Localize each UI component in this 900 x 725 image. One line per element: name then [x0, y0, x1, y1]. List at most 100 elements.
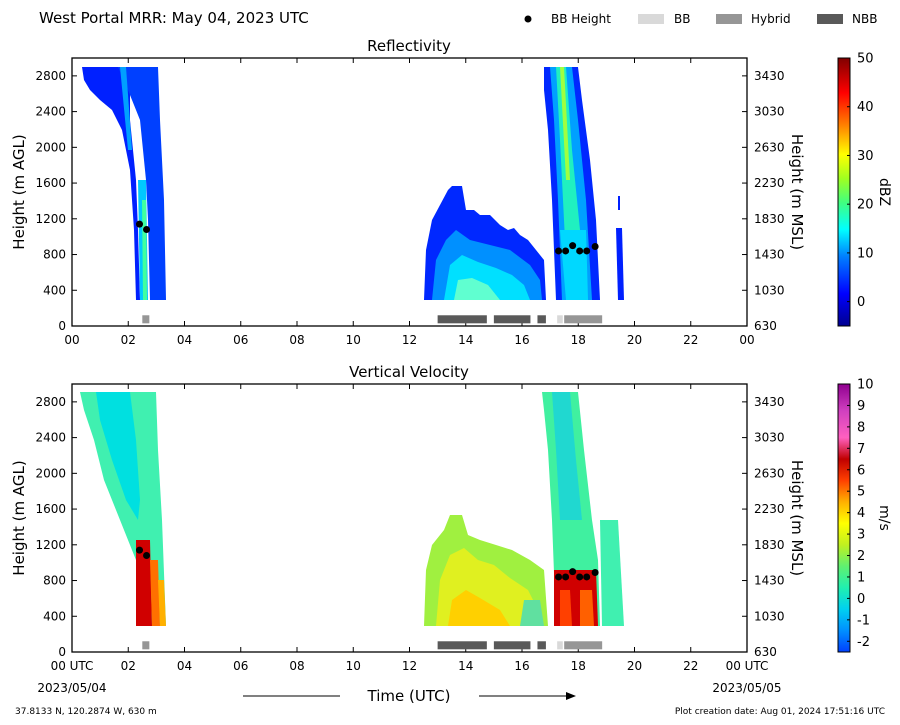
bb-height-point	[569, 568, 577, 576]
bb-type-bar	[557, 315, 563, 324]
x-tick-label: 10	[346, 659, 361, 673]
legend-nbb-swatch	[817, 14, 843, 24]
x-tick-label: 00	[64, 333, 79, 347]
y-tick-label: 2000	[35, 140, 66, 154]
colorbar-tick-label: 30	[857, 149, 874, 164]
y-tick-label-right: 2630	[754, 466, 785, 480]
x-tick-label: 00 UTC	[51, 659, 94, 673]
legend-nbb-label: NBB	[852, 12, 877, 26]
x-tick-label: 08	[289, 659, 304, 673]
colorbar-tick-label: 9	[857, 399, 865, 414]
x-tick-label: 20	[627, 659, 642, 673]
footer-location: 37.8133 N, 120.2874 W, 630 m	[15, 707, 157, 717]
reflectivity-ylabel: Height (m AGL)	[10, 134, 28, 249]
reflectivity-y-ticks-right: 630 1030 1430 1830 2230 2630 3030 3430	[742, 69, 785, 333]
colorbar-tick-label: 0	[857, 295, 865, 310]
y-tick-label: 1600	[35, 176, 66, 190]
velocity-plot-frame	[71, 383, 748, 653]
y-tick-label: 800	[43, 574, 66, 588]
x-tick-label: 18	[571, 333, 586, 347]
colorbar-tick-label: 40	[857, 100, 874, 115]
colorbar-tick-label: 4	[857, 506, 865, 521]
legend-hybrid-swatch	[716, 14, 742, 24]
colorbar-tick-label: 0	[857, 592, 865, 607]
legend-bb-height-marker	[524, 15, 532, 23]
velocity-echo-layer	[80, 392, 624, 626]
y-tick-label: 0	[58, 645, 66, 659]
y-tick-label-right: 630	[754, 645, 777, 659]
y-tick-label: 800	[43, 248, 66, 262]
x-tick-label: 14	[458, 659, 473, 673]
x-tick-label: 18	[571, 659, 586, 673]
x-tick-label: 16	[514, 333, 529, 347]
y-tick-label-right: 1030	[754, 609, 785, 623]
reflectivity-colorbar	[837, 57, 851, 327]
velocity-panel: Vertical Velocity	[10, 363, 892, 705]
bb-height-point	[583, 573, 591, 581]
velocity-echo-late	[542, 392, 624, 626]
bb-height-point	[562, 247, 570, 255]
reflectivity-colorbar-label: dBZ	[876, 178, 892, 206]
bb-height-point	[136, 220, 143, 228]
velocity-x-ticks: 00 UTC 02 04 06 08 10 12 14 16 18 20 22 00 UTC	[51, 384, 769, 673]
x-tick-label: 00 UTC	[726, 659, 769, 673]
figure-title: West Portal MRR: May 04, 2023 UTC	[39, 9, 309, 27]
y-tick-label: 400	[43, 609, 66, 623]
bb-type-bar	[437, 315, 487, 324]
velocity-y-ticks: 0 400 800 1200 1600 2000 2400 2800	[35, 395, 77, 659]
bb-type-bar	[493, 641, 531, 650]
x-tick-label: 10	[346, 333, 361, 347]
bb-height-point	[576, 573, 584, 581]
reflectivity-y-ticks: 0 400 800 1200 1600 2000 2400 2800	[35, 69, 77, 333]
y-tick-label-right: 3030	[754, 105, 785, 119]
legend-bb-label: BB	[674, 12, 690, 26]
y-tick-label-right: 3430	[754, 69, 785, 83]
y-tick-label: 2400	[35, 431, 66, 445]
x-tick-label: 14	[458, 333, 473, 347]
x-tick-label: 22	[683, 659, 698, 673]
x-tick-label: 22	[683, 333, 698, 347]
bb-type-bar	[564, 641, 603, 650]
reflectivity-echo-early	[82, 67, 166, 300]
velocity-echo-midday	[424, 515, 548, 626]
legend-hybrid-label: Hybrid	[751, 12, 791, 26]
bb-height-point	[591, 242, 599, 250]
y-tick-label-right: 3430	[754, 395, 785, 409]
velocity-colorbar-ticks: -2 -1 0 1 2 3 4 5 6 7 8 9 10	[847, 378, 874, 650]
y-tick-label-right: 1830	[754, 538, 785, 552]
reflectivity-echo-midday	[424, 186, 546, 300]
y-tick-label: 0	[58, 319, 66, 333]
colorbar-tick-label: 2	[857, 549, 865, 564]
x-date-end: 2023/05/05	[712, 681, 781, 695]
figure-legend: BB Height BB Hybrid NBB	[524, 12, 877, 26]
bb-type-bar	[564, 315, 603, 324]
x-tick-label: 16	[514, 659, 529, 673]
colorbar-tick-label: -1	[857, 613, 870, 628]
bb-type-bar	[142, 641, 150, 650]
colorbar-tick-label: 6	[857, 463, 865, 478]
colorbar-tick-label: 50	[857, 52, 874, 67]
bb-type-bar	[537, 641, 546, 650]
colorbar-tick-label: -2	[857, 635, 870, 650]
velocity-title: Vertical Velocity	[349, 363, 469, 381]
bb-height-point	[143, 226, 151, 234]
x-date-start: 2023/05/04	[37, 681, 106, 695]
reflectivity-x-ticks: 00 02 04 06 08 10 12 14 16 18 20 22 00	[64, 58, 755, 347]
reflectivity-bb-type-bars	[142, 315, 603, 324]
bb-height-point	[569, 242, 577, 250]
bb-type-bar	[142, 315, 150, 324]
colorbar-tick-label: 10	[857, 378, 874, 393]
reflectivity-ylabel-right: Height (m MSL)	[788, 134, 806, 250]
y-tick-label-right: 1430	[754, 248, 785, 262]
reflectivity-colorbar-ticks: 0 10 20 30 40 50	[847, 52, 874, 310]
bb-type-bar	[537, 315, 546, 324]
velocity-y-ticks-right: 630 1030 1430 1830 2230 2630 3030 3430	[742, 395, 785, 659]
bb-height-point	[562, 573, 570, 581]
reflectivity-echo-layer	[82, 67, 624, 300]
x-tick-label: 12	[402, 659, 417, 673]
velocity-bb-type-bars	[142, 641, 603, 650]
y-tick-label-right: 2230	[754, 502, 785, 516]
y-tick-label-right: 1030	[754, 283, 785, 297]
bb-height-point	[555, 573, 563, 581]
